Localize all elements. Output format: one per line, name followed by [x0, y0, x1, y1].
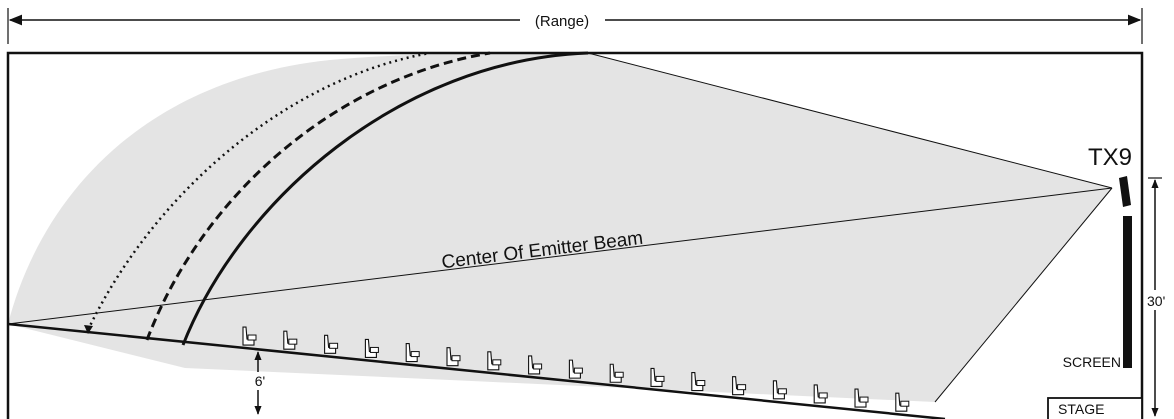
seat-height-label-bg	[246, 372, 272, 390]
seat-armrest-icon	[573, 367, 583, 374]
seat-armrest-icon	[533, 363, 543, 370]
range-arc-dashed	[145, 51, 491, 341]
height-label: 30'	[1147, 293, 1165, 309]
seat-armrest-icon	[492, 359, 502, 366]
range-arc-dotted-arrowhead	[84, 325, 93, 334]
floor-line	[7, 322, 946, 419]
seat-armrest-icon	[247, 334, 257, 341]
seat-armrest-icon	[696, 380, 706, 387]
seat-armrest-icon	[410, 351, 420, 358]
seat-armrest-icon	[614, 371, 624, 378]
height-label-bg	[1145, 290, 1174, 310]
seat-armrest-icon	[900, 400, 910, 407]
seat-armrest-icon	[777, 388, 787, 395]
range-arc-solid	[181, 51, 589, 346]
stage	[1047, 397, 1143, 419]
range-label: (Range)	[535, 13, 589, 30]
emitter-label: TX9	[1088, 144, 1132, 171]
seat-armrest-icon	[737, 384, 747, 391]
seat-armrest-icon	[859, 396, 869, 403]
seat-armrest-icon	[451, 355, 461, 362]
seat-row	[242, 326, 910, 412]
seat-height-label: 6'	[255, 373, 265, 389]
seat-armrest-icon	[818, 392, 828, 399]
seat-armrest-icon	[369, 346, 379, 353]
screen	[1123, 216, 1132, 368]
seat-armrest-icon	[288, 338, 298, 345]
beam-center-line	[7, 187, 1113, 325]
coverage-area	[8, 52, 1112, 403]
stage-label: STAGE	[1058, 401, 1104, 417]
emitter-tx9	[1119, 176, 1131, 207]
coverage-top-edge	[587, 52, 1113, 189]
seat-armrest-icon	[655, 375, 665, 382]
screen-label: SCREEN	[1063, 354, 1121, 370]
coverage-bottom-edge	[934, 187, 1113, 403]
seat-armrest-icon	[329, 342, 339, 349]
